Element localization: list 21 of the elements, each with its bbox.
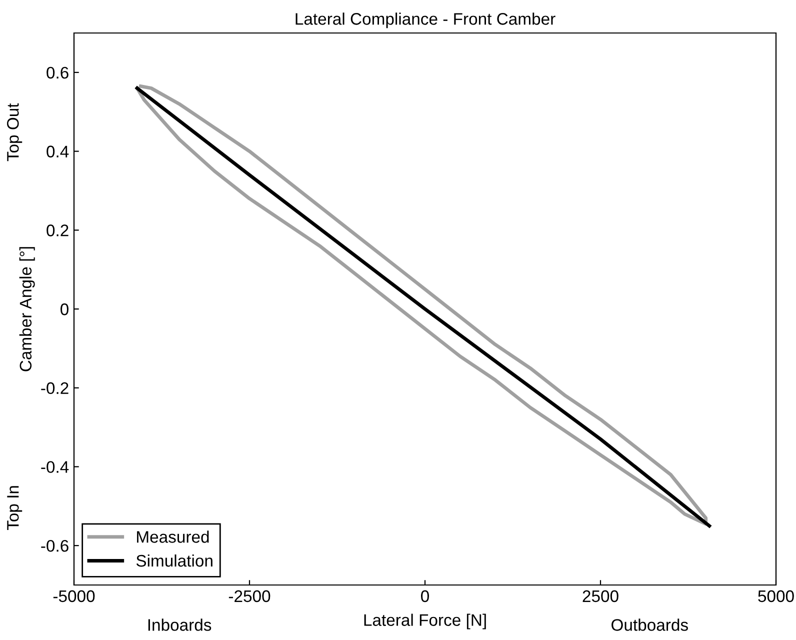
x-tick-label: 5000: [758, 590, 794, 602]
y-tick-label: -0.4: [41, 461, 69, 473]
y-tick-label: 0: [60, 303, 68, 316]
text: Outboards: [612, 618, 688, 631]
y-tick-label: 0.6: [46, 66, 68, 79]
x-axis-title: Lateral Force [N]: [364, 614, 486, 630]
legend-label: Measured: [137, 530, 209, 543]
text: Top In: [7, 486, 22, 530]
x-tick-label: -2500: [228, 590, 270, 602]
x-tick-label: 0: [421, 590, 429, 602]
x-tick-label: 2500: [582, 590, 618, 602]
text: Inboards: [148, 618, 212, 631]
x-tick-label: -5000: [53, 590, 95, 602]
legend-label: Simulation: [136, 554, 212, 567]
chart-title: Lateral Compliance - Front Camber: [296, 12, 556, 28]
y-tick-label: 0.4: [46, 146, 69, 158]
y-tick-label: 0.2: [46, 224, 68, 236]
y-tick-label: -0.6: [41, 540, 68, 552]
y-tick-label: -0.2: [41, 382, 68, 394]
y-axis-title: Camber Angle [°]: [19, 247, 35, 372]
text: Top Out: [7, 103, 22, 162]
